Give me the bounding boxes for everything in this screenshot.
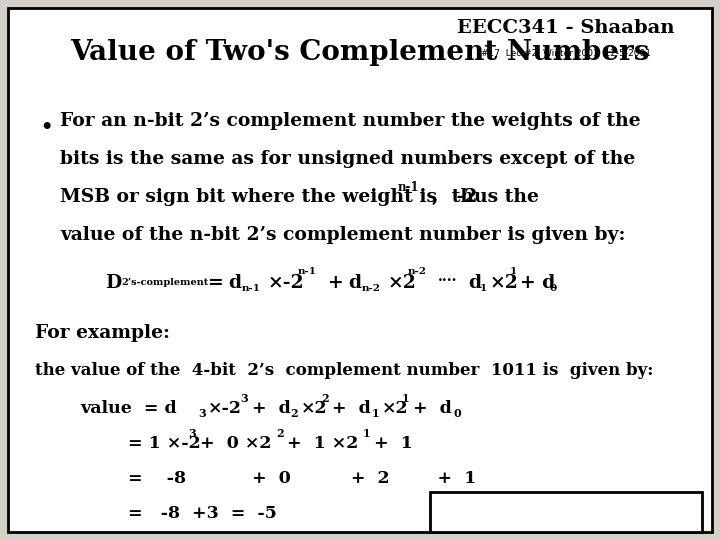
Text: +  1 ×2: + 1 ×2 <box>287 435 359 452</box>
Text: 1: 1 <box>402 393 410 404</box>
Text: 2: 2 <box>321 393 328 404</box>
Text: n-2: n-2 <box>408 267 427 276</box>
Text: n-1: n-1 <box>242 284 261 293</box>
Text: 3: 3 <box>198 408 206 419</box>
Text: n-1: n-1 <box>398 181 420 194</box>
Text: Value of Two's Complement Numbers: Value of Two's Complement Numbers <box>71 38 649 65</box>
Text: +: + <box>328 274 350 292</box>
Text: n-2: n-2 <box>362 284 381 293</box>
Text: For example:: For example: <box>35 324 170 342</box>
Text: the value of the  4-bit  2’s  complement number  1011 is  given by:: the value of the 4-bit 2’s complement nu… <box>35 362 653 379</box>
Text: d: d <box>228 274 241 292</box>
Text: +  0 ×2: + 0 ×2 <box>200 435 271 452</box>
Text: ×-2: ×-2 <box>268 274 305 292</box>
Text: 2’s-complement: 2’s-complement <box>121 278 208 287</box>
Text: 3: 3 <box>240 393 248 404</box>
Text: + d: + d <box>520 274 555 292</box>
Text: =    -8           +  0          +  2        +  1: = -8 + 0 + 2 + 1 <box>128 470 476 487</box>
Text: =   -8  +3  =  -5: = -8 +3 = -5 <box>128 505 277 522</box>
Text: ×2: ×2 <box>388 274 417 292</box>
Text: ×-2: ×-2 <box>208 400 242 417</box>
Text: EECC341 - Shaaban: EECC341 - Shaaban <box>457 19 675 37</box>
Text: d: d <box>468 274 481 292</box>
Text: •: • <box>40 118 53 136</box>
Text: For an n-bit 2’s complement number the weights of the: For an n-bit 2’s complement number the w… <box>60 112 641 130</box>
Text: 2: 2 <box>276 428 284 439</box>
Text: 0: 0 <box>453 408 461 419</box>
Text: 3: 3 <box>188 428 196 439</box>
Text: +  d: + d <box>332 400 371 417</box>
Text: +  d: + d <box>252 400 291 417</box>
Text: 1: 1 <box>372 408 379 419</box>
Text: ×2: ×2 <box>382 400 408 417</box>
Text: 1: 1 <box>480 284 487 293</box>
Text: +  d: + d <box>413 400 451 417</box>
Text: ×2: ×2 <box>490 274 518 292</box>
Text: D: D <box>105 274 121 292</box>
Text: #17  Lec #2  Winter 2001  12-5-2001: #17 Lec #2 Winter 2001 12-5-2001 <box>481 50 651 58</box>
Text: +  1: + 1 <box>374 435 413 452</box>
Text: ····: ···· <box>438 274 457 288</box>
Text: 2: 2 <box>290 408 297 419</box>
Text: ×2: ×2 <box>301 400 328 417</box>
Text: 0: 0 <box>550 284 557 293</box>
Text: value  = d: value = d <box>80 400 176 417</box>
Text: 1: 1 <box>363 428 371 439</box>
Text: = 1 ×-2: = 1 ×-2 <box>128 435 201 452</box>
Text: n-1: n-1 <box>298 267 317 276</box>
Text: value of the n-bit 2’s complement number is given by:: value of the n-bit 2’s complement number… <box>60 226 626 244</box>
Text: bits is the same as for unsigned numbers except of the: bits is the same as for unsigned numbers… <box>60 150 635 168</box>
Text: 1: 1 <box>510 267 517 276</box>
Text: MSB or sign bit where the weight is   -2: MSB or sign bit where the weight is -2 <box>60 188 477 206</box>
Bar <box>430 492 702 532</box>
Text: d: d <box>348 274 361 292</box>
Text: =: = <box>208 274 224 292</box>
Text: ,  thus the: , thus the <box>432 188 539 206</box>
